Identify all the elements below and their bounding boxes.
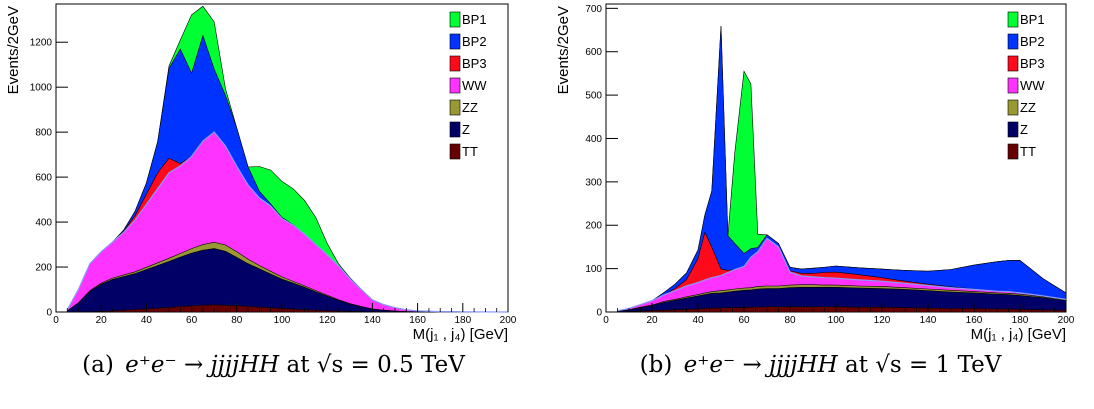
x-tick-label: 140 bbox=[920, 315, 937, 326]
series-bp2-area bbox=[617, 26, 1067, 313]
legend-swatch-z bbox=[449, 121, 461, 138]
y-axis-label: Events/2GeV bbox=[5, 6, 22, 94]
caption-energy: at √s = 0.5 TeV bbox=[286, 352, 465, 378]
legend-swatch-zz bbox=[449, 99, 461, 116]
y-axis-label: Events/2GeV bbox=[555, 6, 572, 94]
legend-label-z: Z bbox=[462, 122, 470, 137]
y-tick-label: 0 bbox=[46, 308, 52, 319]
legend-swatch-bp3 bbox=[449, 55, 461, 72]
x-tick-label: 20 bbox=[646, 315, 658, 326]
legend-label-ww: WW bbox=[1020, 78, 1045, 93]
y-tick-label: 500 bbox=[585, 91, 602, 102]
x-tick-label: 120 bbox=[319, 315, 336, 326]
legend-swatch-zz bbox=[1007, 99, 1019, 116]
legend-label-ww: WW bbox=[462, 78, 487, 93]
x-tick-label: 200 bbox=[1058, 315, 1075, 326]
x-tick-label: 160 bbox=[409, 315, 426, 326]
y-tick-label: 700 bbox=[585, 4, 602, 15]
x-tick-label: 120 bbox=[874, 315, 891, 326]
legend-swatch-bp3 bbox=[1007, 55, 1019, 72]
legend-swatch-bp2 bbox=[449, 33, 461, 50]
y-tick-label: 1200 bbox=[30, 38, 53, 49]
panel-a: 0 20 40 60 80 100 120 140 160 180 200 0 200 400 600 800… bbox=[0, 3, 547, 378]
x-tick-label: 80 bbox=[231, 315, 243, 326]
caption-process: e⁺e⁻ → jjjjHH bbox=[125, 352, 280, 378]
x-tick-label: 40 bbox=[141, 315, 153, 326]
x-tick-label: 60 bbox=[738, 315, 750, 326]
y-tick-label: 400 bbox=[585, 134, 602, 145]
y-tick-label: 400 bbox=[35, 218, 52, 229]
legend-label-bp1: BP1 bbox=[1020, 12, 1045, 27]
legend-label-tt: TT bbox=[462, 144, 478, 159]
y-tick-label: 200 bbox=[585, 221, 602, 232]
caption-label: (b) bbox=[639, 352, 673, 378]
x-tick-label: 180 bbox=[1012, 315, 1029, 326]
x-tick-label: 40 bbox=[692, 315, 704, 326]
caption-a: (a) e⁺e⁻ → jjjjHH at √s = 0.5 TeV bbox=[0, 352, 547, 378]
x-tick-label: 100 bbox=[274, 315, 291, 326]
legend-label-tt: TT bbox=[1020, 144, 1036, 159]
y-tick-label: 300 bbox=[585, 177, 602, 188]
y-tick-label: 800 bbox=[35, 128, 52, 139]
stack-areas bbox=[617, 26, 1067, 313]
y-tick-label: 100 bbox=[585, 264, 602, 275]
caption-energy: at √s = 1 TeV bbox=[845, 352, 1002, 378]
legend-swatch-bp2 bbox=[1007, 33, 1019, 50]
legend-swatch-ww bbox=[1007, 77, 1019, 94]
x-tick-label: 0 bbox=[53, 315, 59, 326]
chart-a: 0 20 40 60 80 100 120 140 160 180 200 0 200 400 600 800… bbox=[5, 3, 517, 343]
x-tick-label: 20 bbox=[96, 315, 108, 326]
caption-label: (a) bbox=[82, 352, 114, 378]
caption-process: e⁺e⁻ → jjjjHH bbox=[683, 352, 838, 378]
x-tick-label: 200 bbox=[500, 315, 517, 326]
legend-label-bp3: BP3 bbox=[462, 56, 487, 71]
x-axis-label: M(j₁ , j₄) [GeV] bbox=[971, 326, 1066, 343]
x-tick-label: 60 bbox=[186, 315, 198, 326]
x-tick-label: 100 bbox=[828, 315, 845, 326]
legend-label-bp2: BP2 bbox=[462, 34, 487, 49]
legend-label-zz: ZZ bbox=[1020, 100, 1036, 115]
plot-frame bbox=[605, 3, 1067, 313]
legend-swatch-bp1 bbox=[449, 11, 461, 28]
y-tick-label: 600 bbox=[585, 47, 602, 58]
ww-outline bbox=[66, 131, 509, 313]
chart-b: 0 20 40 60 80 100 120 140 160 180 200 0 100 200 300 400… bbox=[555, 3, 1075, 343]
stack-areas bbox=[66, 5, 509, 313]
legend-label-bp2: BP2 bbox=[1020, 34, 1045, 49]
legend-label-bp3: BP3 bbox=[1020, 56, 1045, 71]
x-tick-label: 160 bbox=[966, 315, 983, 326]
legend-swatch-ww bbox=[449, 77, 461, 94]
panel-b: 0 20 40 60 80 100 120 140 160 180 200 0 100 200 300 400… bbox=[547, 0, 1094, 409]
legend-swatch-tt bbox=[449, 143, 461, 160]
y-tick-label: 1000 bbox=[30, 83, 53, 94]
x-axis-label: M(j₁ , j₄) [GeV] bbox=[413, 326, 508, 343]
legend-label-z: Z bbox=[1020, 122, 1028, 137]
x-tick-label: 0 bbox=[603, 315, 609, 326]
y-tick-label: 0 bbox=[596, 308, 602, 319]
ww-outline bbox=[617, 237, 1067, 312]
caption-b: (b) e⁺e⁻ → jjjjHH at √s = 1 TeV bbox=[547, 352, 1094, 378]
x-tick-label: 80 bbox=[784, 315, 796, 326]
x-tick-label: 140 bbox=[364, 315, 381, 326]
y-tick-label: 600 bbox=[35, 173, 52, 184]
legend-swatch-z bbox=[1007, 121, 1019, 138]
x-tick-label: 180 bbox=[454, 315, 471, 326]
y-tick-label: 200 bbox=[35, 263, 52, 274]
legend-swatch-bp1 bbox=[1007, 11, 1019, 28]
series-tt-area bbox=[617, 306, 1067, 313]
series-z-area bbox=[617, 287, 1067, 313]
legend-swatch-tt bbox=[1007, 143, 1019, 160]
series-tt-area bbox=[67, 304, 508, 313]
legend-label-bp1: BP1 bbox=[462, 12, 487, 27]
legend-label-zz: ZZ bbox=[462, 100, 478, 115]
